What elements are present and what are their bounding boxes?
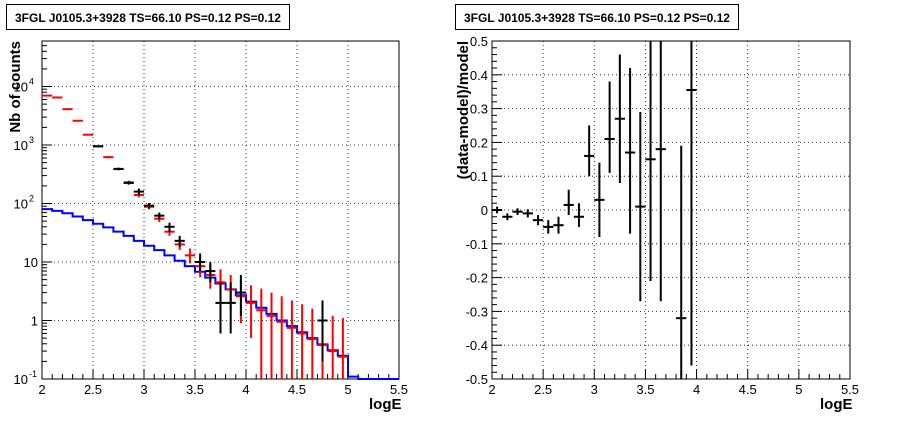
y-axis-title: (data-model)/model (455, 41, 472, 179)
x-tick-label: 2 (38, 382, 45, 397)
y-tick-label: 0 (481, 203, 488, 218)
x-tick-label: 3 (140, 382, 147, 397)
y-tick-label: -0.3 (466, 304, 488, 319)
y-tick-label: 10 (24, 255, 38, 270)
series-0 (492, 41, 697, 379)
x-tick-label: 4.5 (739, 382, 757, 397)
y-tick-label: 0.3 (470, 102, 488, 117)
x-axis-ticks (491, 369, 851, 379)
y-tick-label: -0.2 (466, 271, 488, 286)
y-tick-label: 10 (14, 80, 28, 95)
chart-title-right: 3FGL J0105.3+3928 TS=66.10 PS=0.12 PS=0.… (455, 4, 739, 30)
y-axis-title: Nb of counts (7, 41, 24, 133)
x-tick-label: 2 (488, 382, 495, 397)
x-tick-label: 4 (693, 382, 700, 397)
grid (42, 41, 399, 379)
x-tick-label: 3 (591, 382, 598, 397)
x-axis-title: logE (820, 396, 853, 413)
x-tick-label: 4.5 (288, 382, 306, 397)
x-axis-title: logE (369, 396, 402, 413)
y-tick-label: 10 (14, 197, 28, 212)
x-tick-label: 5.5 (841, 382, 859, 397)
x-tick-label: 5 (344, 382, 351, 397)
y-tick-label: 10 (14, 138, 28, 153)
y-tick-label: 0.4 (470, 68, 488, 83)
y-tick-label: 0.2 (470, 135, 488, 150)
x-axis-ticks (41, 369, 400, 379)
x-tick-label: 5.5 (390, 382, 408, 397)
y-tick-label: -0.4 (466, 338, 488, 353)
series-2 (93, 145, 328, 362)
y-tick-label: -0.1 (466, 237, 488, 252)
y-tick-exponent: 4 (29, 77, 34, 87)
y-tick-label: 1 (31, 314, 38, 329)
residuals-panel: 2 2.5 3 3.5 4 4.5 5 5.5 -0.5 -0.4 -0.3 -0.2 -0.1 0 0.1… (455, 34, 859, 413)
y-tick-exponent: -1 (29, 369, 37, 379)
chart-title-left: 3FGL J0105.3+3928 TS=66.10 PS=0.12 PS=0.… (6, 4, 290, 30)
y-tick-label: 0.5 (470, 34, 488, 49)
x-tick-label: 5 (795, 382, 802, 397)
x-tick-label: 3.5 (186, 382, 204, 397)
x-tick-label: 3.5 (636, 382, 654, 397)
y-tick-label: -0.5 (466, 372, 488, 387)
y-axis-ticks (492, 40, 502, 380)
x-tick-label: 2.5 (534, 382, 552, 397)
y-tick-label: 0.1 (470, 169, 488, 184)
y-tick-exponent: 2 (29, 194, 34, 204)
x-tick-label: 4 (242, 382, 249, 397)
y-tick-label: 10 (14, 372, 28, 387)
grid (492, 41, 850, 379)
y-tick-exponent: 3 (29, 135, 34, 145)
x-tick-label: 2.5 (84, 382, 102, 397)
